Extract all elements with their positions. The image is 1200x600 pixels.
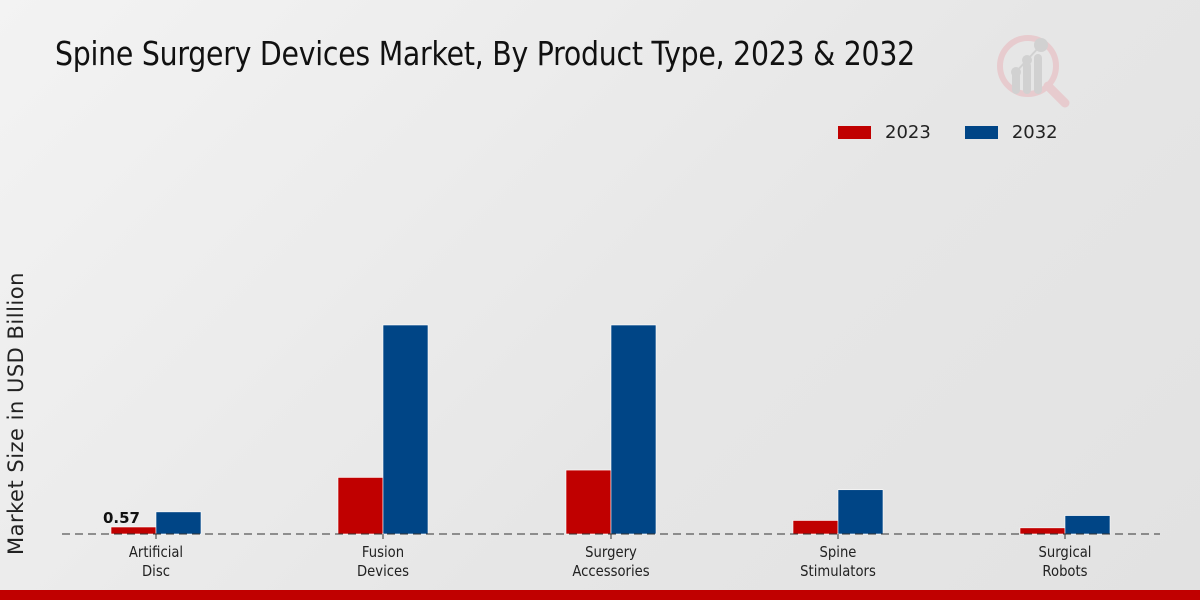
data-label-0: 0.57 (103, 509, 140, 527)
bar-2023-4 (1019, 527, 1066, 535)
x-tick-label-1-1: Devices (357, 563, 409, 580)
x-tick-label-1-0: Fusion (362, 544, 404, 561)
bar-2023-2 (565, 469, 612, 535)
bar-2023-0 (110, 526, 157, 535)
x-tick-label-3-0: Spine (820, 544, 857, 561)
x-tick-label-0-1: Disc (142, 563, 170, 580)
legend-swatch-2032 (964, 126, 998, 139)
legend-swatch-2023 (838, 126, 871, 139)
legend-item-2032: 2032 (964, 122, 1058, 143)
bar-2032-2 (610, 324, 657, 535)
footer-bar (0, 590, 1200, 600)
bar-2023-1 (337, 477, 384, 535)
bar-2023-3 (792, 520, 839, 535)
bar-2032-4 (1064, 515, 1111, 535)
x-tick-label-0-0: Artificial (129, 544, 183, 561)
x-tick-label-4-0: Surgical (1039, 544, 1092, 561)
legend-label-2032: 2032 (1011, 122, 1058, 143)
bar-2032-3 (837, 489, 884, 535)
magnifier-bar-chart-logo-icon (997, 35, 1070, 108)
chart-title: Spine Surgery Devices Market, By Product… (55, 34, 915, 73)
chart-legend: 2023 2032 (838, 122, 1092, 143)
x-tick-label-4-1: Robots (1042, 563, 1087, 580)
x-tick-label-2-1: Accessories (572, 563, 649, 580)
bar-2032-0 (155, 511, 202, 535)
x-tick-label-3-1: Stimulators (800, 563, 876, 580)
x-tick-label-2-0: Surgery (585, 544, 637, 561)
legend-item-2023: 2023 (838, 122, 931, 143)
bar-2032-1 (382, 324, 429, 535)
legend-label-2023: 2023 (885, 122, 931, 143)
